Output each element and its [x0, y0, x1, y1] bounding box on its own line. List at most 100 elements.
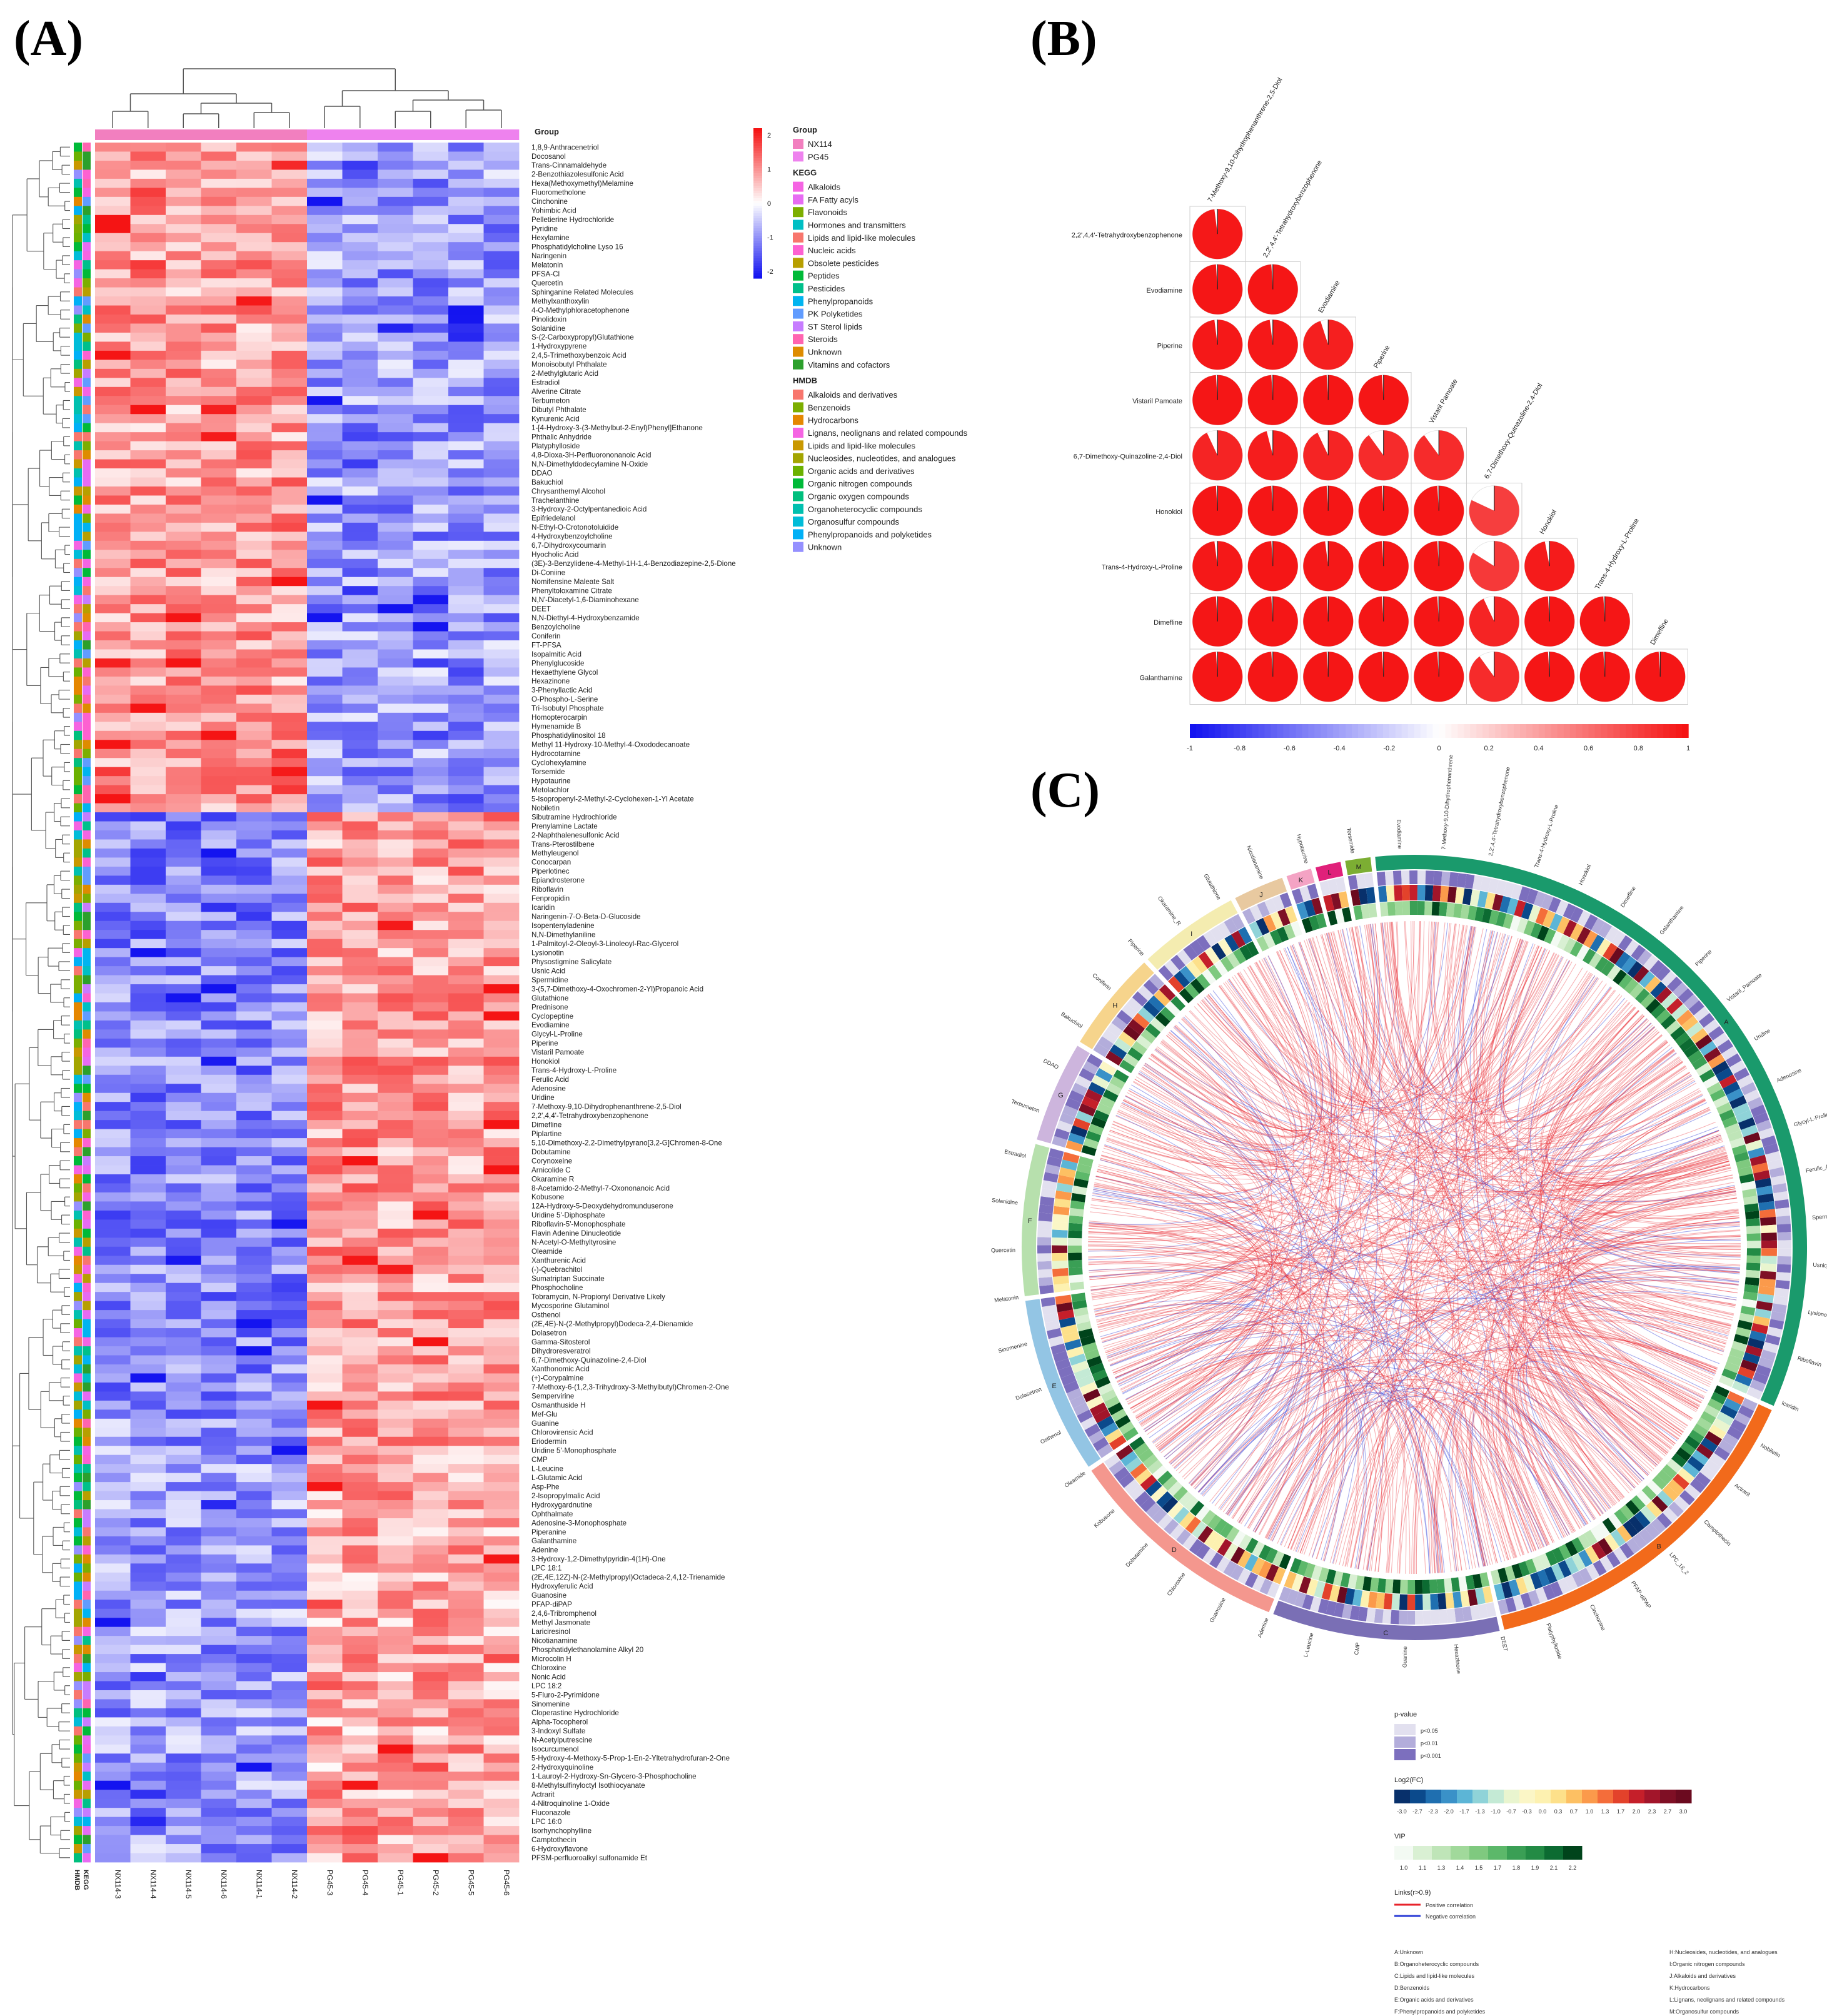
heatmap-cell	[448, 1409, 484, 1419]
heatmap-cell	[342, 540, 378, 550]
heatmap-cell	[342, 1618, 378, 1628]
vip-cell	[1334, 909, 1345, 924]
kegg-annotation-cell	[83, 767, 91, 777]
heatmap-cell	[201, 513, 237, 523]
pvalue-cell	[1209, 1552, 1224, 1568]
heatmap-cell	[236, 414, 272, 424]
heatmap-cell	[271, 930, 308, 940]
hmdb-annotation-cell	[74, 1735, 82, 1745]
metabolite-label: Nobiletin	[1759, 1442, 1781, 1458]
heatmap-cell	[201, 1772, 237, 1782]
heatmap-cell	[130, 1418, 166, 1428]
heatmap-cell	[307, 1473, 343, 1483]
heatmap-cell	[307, 1699, 343, 1709]
heatmap-cell	[307, 278, 343, 288]
heatmap-cell	[483, 984, 520, 994]
heatmap-cell	[166, 1056, 201, 1066]
heatmap-cell	[307, 360, 343, 370]
kegg-annotation-cell	[83, 1147, 91, 1157]
heatmap-cell	[342, 532, 378, 542]
column-label: PG45-4	[361, 1870, 370, 1896]
heatmap-cell	[378, 1310, 413, 1319]
vip-cell	[1417, 901, 1425, 915]
heatmap-cell	[95, 785, 131, 795]
heatmap-cell	[483, 1147, 520, 1157]
heatmap-cell	[271, 459, 308, 469]
heatmap-cell	[271, 1826, 308, 1835]
heatmap-cell	[95, 703, 131, 713]
heatmap-cell	[201, 812, 237, 822]
heatmap-cell	[413, 151, 449, 161]
pvalue-cell	[1760, 1349, 1776, 1361]
heatmap-cell	[95, 1147, 131, 1157]
log2fc-cell	[1633, 965, 1649, 983]
row-label: Honokiol	[531, 1057, 560, 1066]
heatmap-cell	[342, 884, 378, 894]
row-label: 2,2',4,4'-Tetrahydroxybenzophenone	[531, 1112, 648, 1120]
heatmap-cell	[378, 848, 413, 858]
heatmap-cell	[166, 1491, 201, 1501]
log2fc-cell	[1743, 1132, 1761, 1144]
heatmap-cell	[378, 550, 413, 560]
heatmap-cell	[448, 1310, 484, 1319]
log2fc-cell	[1270, 911, 1284, 929]
heatmap-cell	[201, 1418, 237, 1428]
log2fc-cell	[1729, 1096, 1747, 1109]
heatmap-cell	[271, 794, 308, 804]
heatmap-cell	[271, 188, 308, 198]
heatmap-cell	[271, 875, 308, 885]
heatmap-cell	[413, 604, 449, 614]
heatmap-cell	[307, 902, 343, 912]
heatmap-cell	[448, 1328, 484, 1338]
heatmap-cell	[413, 1527, 449, 1537]
legend-title: KEGG	[793, 168, 817, 178]
color-scale-step	[753, 193, 762, 196]
heatmap-cell	[271, 948, 308, 958]
heatmap-cell	[413, 839, 449, 849]
heatmap-cell	[413, 1246, 449, 1256]
heatmap-cell	[236, 341, 272, 351]
pvalue-cell	[1684, 1484, 1701, 1499]
kegg-annotation-cell	[83, 305, 91, 315]
heatmap-cell	[378, 1156, 413, 1166]
heatmap-cell	[378, 1708, 413, 1718]
heatmap-cell	[236, 1663, 272, 1673]
color-scale-step	[753, 133, 762, 136]
heatmap-cell	[130, 540, 166, 550]
heatmap-cell	[166, 1102, 201, 1112]
heatmap-cell	[378, 459, 413, 469]
heatmap-cell	[448, 875, 484, 885]
heatmap-cell	[448, 631, 484, 641]
negative-link	[1090, 1075, 1692, 1291]
heatmap-cell	[201, 1626, 237, 1636]
heatmap-cell	[307, 477, 343, 487]
matrix-row-label: Vistaril Pamoate	[1132, 398, 1182, 405]
row-label: Guanosine	[531, 1591, 566, 1600]
heatmap-cell	[448, 378, 484, 388]
row-label: PFAP-diPAP	[531, 1601, 572, 1609]
heatmap-cell	[448, 1590, 484, 1600]
heatmap-cell	[448, 785, 484, 795]
heatmap-cell	[413, 522, 449, 532]
heatmap-cell	[342, 1536, 378, 1546]
heatmap-cell	[483, 1826, 520, 1835]
metabolite-label: Adenine	[1256, 1617, 1269, 1638]
heatmap-cell	[448, 722, 484, 732]
heatmap-cell	[201, 278, 237, 288]
legend-title: HMDB	[793, 376, 817, 385]
heatmap-cell	[271, 315, 308, 324]
heatmap-cell	[448, 1618, 484, 1628]
correlation-scale-step	[1283, 724, 1291, 738]
heatmap-cell	[413, 785, 449, 795]
heatmap-cell	[236, 1192, 272, 1202]
row-label: Alverine Citrate	[531, 388, 581, 396]
legend-swatch	[793, 415, 803, 425]
hmdb-annotation-cell	[74, 1790, 82, 1800]
heatmap-cell	[342, 1844, 378, 1853]
heatmap-cell	[166, 577, 201, 587]
heatmap-cell	[236, 1563, 272, 1573]
heatmap-cell	[483, 532, 520, 542]
correlation-scale-step	[1588, 724, 1596, 738]
log2fc-cell	[1447, 886, 1457, 903]
heatmap-cell	[483, 740, 520, 750]
